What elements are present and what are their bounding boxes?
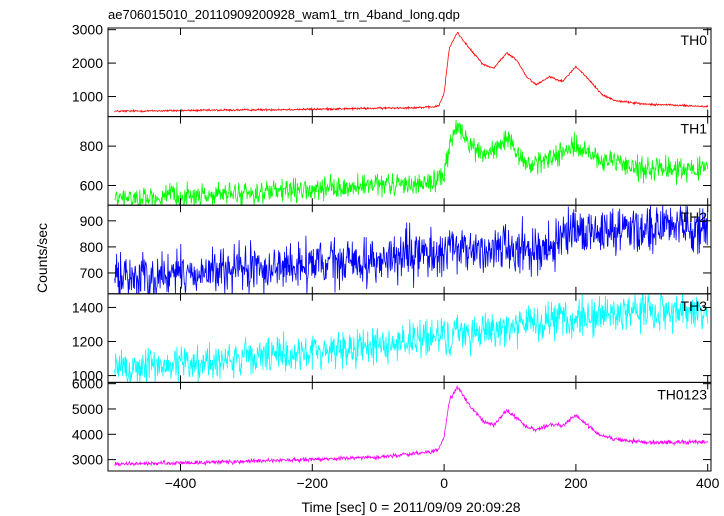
y-tick-label: 3000 (72, 452, 103, 468)
y-tick-label: 5000 (72, 401, 103, 417)
y-tick-label: 600 (80, 178, 104, 194)
panel-label: TH2 (681, 209, 708, 225)
panel-frame (107, 27, 712, 118)
y-axis-label: Counts/sec (34, 223, 50, 293)
y-tick-label: 800 (80, 138, 104, 154)
panel-label: TH3 (681, 298, 708, 314)
panel-frame (107, 381, 712, 472)
y-tick-label: 6000 (72, 376, 103, 392)
y-tick-label: 3000 (72, 22, 103, 38)
y-tick-label: 4000 (72, 426, 103, 442)
y-tick-label: 2000 (72, 55, 103, 71)
x-tick-label: 0 (440, 475, 448, 491)
series-th2-line (114, 205, 709, 294)
x-tick-label: 200 (564, 475, 588, 491)
series-th0-line (114, 31, 709, 114)
series-th1-line (114, 119, 709, 206)
x-tick-label: 400 (696, 475, 720, 491)
y-tick-label: 1000 (72, 89, 103, 105)
panel-th3: 1000 1200 1400 TH3 (72, 293, 712, 384)
y-tick-label: 900 (80, 213, 104, 229)
panel-th0123: 3000 4000 5000 6000 TH0123 (72, 376, 712, 472)
y-tick-label: 700 (80, 265, 104, 281)
y-tick-label: 1400 (72, 299, 103, 315)
series-th3-line (114, 293, 709, 383)
y-tick-label: 1200 (72, 334, 103, 350)
y-tick-label: 1000 (72, 368, 103, 384)
panel-th2: 700 800 900 TH2 (80, 204, 712, 295)
x-tick-label: −400 (165, 475, 197, 491)
chart-title: ae706015010_20110909200928_wam1_trn_4ban… (108, 7, 460, 22)
panel-label: TH0123 (657, 386, 707, 402)
x-axis-label: Time [sec] 0 = 2011/09/09 20:09:28 (301, 499, 520, 515)
panel-label: TH1 (681, 121, 708, 137)
series-th0123-line (114, 385, 709, 467)
x-tick-label: −200 (297, 475, 329, 491)
panel-th1: 600 800 TH1 (80, 116, 712, 206)
y-tick-label: 800 (80, 239, 104, 255)
panel-label: TH0 (681, 32, 708, 48)
panel-th0: 1000 2000 3000 TH0 (72, 22, 712, 118)
